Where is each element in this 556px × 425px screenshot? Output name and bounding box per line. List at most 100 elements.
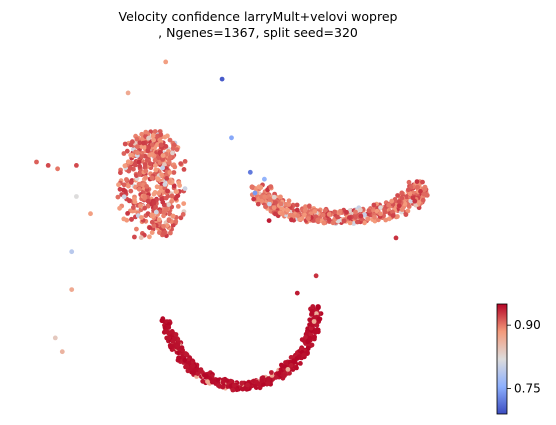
scatter-point (152, 129, 158, 134)
scatter-point-outlier (34, 159, 39, 165)
scatter-point-outlier (52, 335, 58, 341)
scatter-point (146, 135, 152, 141)
scatter-point (139, 154, 145, 160)
scatter-point (273, 200, 278, 205)
scatter-point (184, 351, 190, 357)
scatter-point (288, 355, 294, 360)
scatter-point (121, 194, 127, 200)
scatter-point (337, 208, 343, 214)
scatter-point (245, 382, 251, 388)
scatter-point (395, 193, 400, 198)
scatter-point (130, 139, 135, 145)
scatter-point (175, 204, 181, 209)
scatter-point (128, 180, 134, 185)
scatter-point (405, 208, 411, 214)
scatter-point (130, 208, 136, 214)
scatter-point (143, 175, 149, 181)
scatter-point (260, 382, 266, 387)
scatter-point (160, 165, 166, 171)
scatter-point (271, 205, 277, 211)
scatter-point (147, 234, 152, 240)
scatter-point (301, 352, 307, 358)
scatter-point (135, 150, 140, 156)
scatter-point (143, 168, 149, 174)
scatter-point (314, 311, 319, 317)
scatter-point (285, 207, 290, 213)
scatter-point (297, 354, 302, 359)
scatter-point (234, 387, 240, 393)
scatter-point (158, 142, 164, 148)
scatter-point (125, 183, 131, 189)
scatter-point (145, 211, 151, 217)
scatter-point (136, 181, 142, 187)
scatter-points (34, 59, 430, 393)
scatter-point (389, 198, 395, 204)
scatter-point (149, 152, 155, 157)
scatter-point (351, 221, 357, 226)
scatter-point-outlier (262, 176, 267, 182)
scatter-point (395, 214, 400, 219)
scatter-point (143, 129, 149, 135)
scatter-point (164, 329, 169, 334)
scatter-point (137, 163, 143, 169)
scatter-point (326, 217, 332, 222)
scatter-point (122, 163, 128, 169)
scatter-point (121, 216, 127, 222)
scatter-point (168, 230, 173, 236)
scatter-point (168, 343, 173, 349)
scatter-point (172, 336, 178, 341)
scatter-point (267, 201, 272, 207)
scatter-point (269, 370, 274, 375)
scatter-point (139, 215, 144, 220)
scatter-point (421, 191, 427, 197)
colorbar-tick-label: 0.75 (514, 382, 541, 396)
scatter-point (303, 204, 308, 210)
chart-title-line-1: Velocity confidence larryMult+velovi wop… (118, 9, 398, 24)
scatter-point (174, 147, 180, 153)
scatter-point (156, 190, 162, 196)
scatter-point (178, 161, 184, 167)
scatter-point (134, 136, 140, 142)
scatter-point (378, 205, 383, 211)
scatter-point (150, 133, 156, 139)
scatter-point (353, 215, 358, 220)
scatter-point (271, 194, 277, 200)
scatter-point (124, 177, 129, 182)
scatter-point (358, 213, 364, 219)
scatter-point (279, 362, 284, 368)
scatter-point (153, 209, 159, 215)
scatter-point (163, 144, 169, 149)
scatter-point (289, 217, 294, 223)
scatter-point (306, 216, 311, 222)
scatter-point-outlier (59, 349, 65, 355)
scatter-point (162, 325, 168, 330)
scatter-point (158, 185, 164, 191)
scatter-point-outlier (45, 163, 51, 168)
scatter-point (372, 214, 377, 220)
scatter-point (142, 193, 148, 199)
scatter-point (149, 212, 155, 218)
scatter-point (312, 209, 318, 214)
scatter-point (321, 220, 327, 226)
scatter-point (347, 215, 352, 221)
chart-title-line-2: , Ngenes=1367, split seed=320 (158, 25, 358, 40)
scatter-point (422, 187, 428, 192)
scatter-point (144, 184, 150, 189)
scatter-point (134, 144, 140, 150)
scatter-point (311, 319, 317, 324)
scatter-point-outlier (74, 163, 79, 168)
scatter-point (386, 202, 391, 208)
scatter-point (191, 370, 196, 376)
scatter-point (154, 184, 160, 190)
scatter-point (128, 188, 134, 194)
scatter-point (170, 146, 176, 151)
scatter-point (153, 204, 159, 210)
scatter-point (141, 145, 147, 150)
scatter-point (115, 194, 121, 200)
scatter-point (174, 189, 180, 195)
scatter-point (180, 212, 186, 217)
scatter-point (210, 378, 216, 384)
scatter-point (182, 186, 188, 192)
scatter-point-outlier (55, 166, 60, 172)
